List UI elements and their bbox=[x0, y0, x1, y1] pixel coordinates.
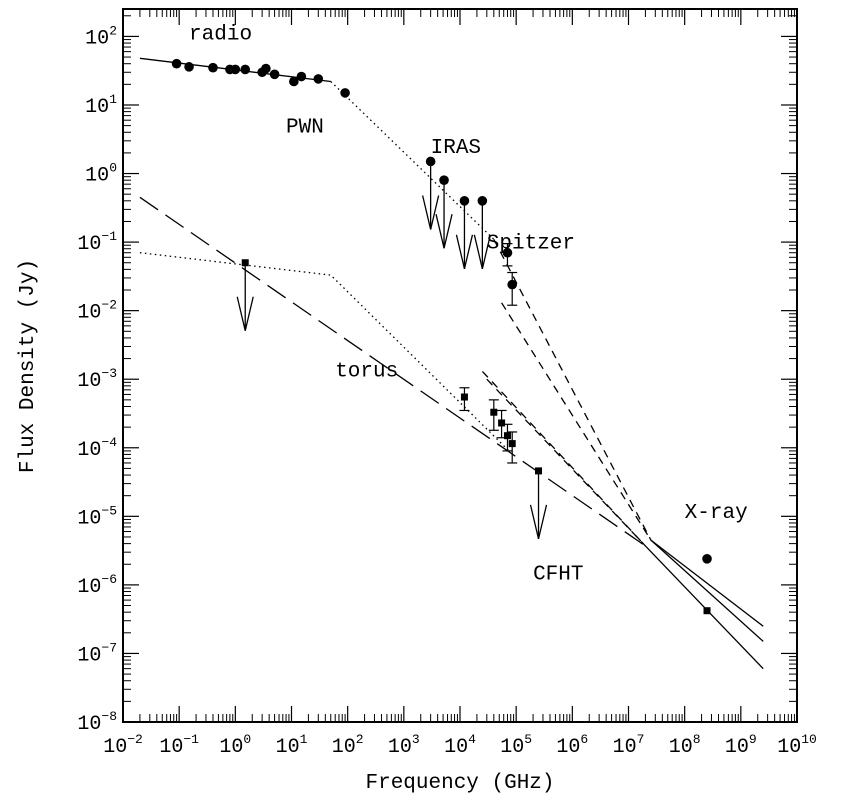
annotation-spitzer: Spitzer bbox=[487, 233, 575, 256]
y-tick-label: 101 bbox=[85, 92, 117, 119]
short-dashed-model-line bbox=[481, 370, 646, 547]
data-point-square bbox=[460, 393, 468, 401]
data-point-square bbox=[508, 440, 516, 448]
data-point-circle bbox=[230, 64, 241, 75]
x-tick-label: 103 bbox=[388, 732, 420, 759]
upper-limit-arrowhead bbox=[455, 234, 474, 269]
annotation-iras: IRAS bbox=[431, 137, 481, 160]
y-tick-label: 10−3 bbox=[77, 366, 117, 393]
y-tick-label: 10−1 bbox=[77, 229, 117, 256]
data-point-circle bbox=[439, 175, 449, 185]
dotted-model-line bbox=[330, 81, 495, 240]
x-tick-label: 101 bbox=[276, 732, 308, 759]
upper-limit-arrowhead bbox=[473, 234, 491, 269]
y-tick-label: 102 bbox=[85, 23, 117, 50]
data-point-square bbox=[241, 259, 249, 267]
short-dashed-model-line bbox=[486, 378, 646, 547]
data-point-circle bbox=[459, 196, 470, 206]
y-axis-title: Flux Density (Jy) bbox=[17, 259, 40, 473]
data-point-circle bbox=[502, 247, 513, 258]
axis-tick-labels: 10−2 10−1 100 101 102 103 104 105 106 107 108 109 10… bbox=[77, 23, 816, 759]
upper-limit-arrowhead bbox=[529, 504, 548, 540]
data-point-circle bbox=[289, 76, 299, 87]
data-point-circle bbox=[507, 279, 518, 290]
solid-model-line bbox=[650, 539, 764, 642]
upper-limit-arrowhead bbox=[421, 195, 440, 230]
annotation-x-ray: X-ray bbox=[685, 502, 748, 525]
data-point-square bbox=[498, 419, 506, 427]
x-tick-label: 105 bbox=[500, 732, 532, 759]
x-tick-label: 104 bbox=[444, 732, 476, 759]
y-tick-label: 10−7 bbox=[77, 640, 117, 667]
annotation-torus: torus bbox=[335, 360, 398, 383]
annotations: radio PWN IRAS Spitzer torus X-ray CFHT bbox=[189, 24, 748, 587]
x-tick-label: 109 bbox=[725, 732, 757, 759]
data-point-square bbox=[535, 467, 543, 475]
data-point-circle bbox=[261, 63, 271, 74]
x-tick-label: 107 bbox=[613, 732, 645, 759]
data-point-circle bbox=[340, 88, 350, 98]
y-tick-label: 10−8 bbox=[77, 709, 117, 736]
x-axis-title: Frequency (GHz) bbox=[365, 772, 554, 795]
data-point-circle bbox=[313, 74, 324, 84]
long-dashed-model-line bbox=[139, 196, 646, 547]
data-point-circle bbox=[240, 64, 251, 75]
short-dashed-model-line bbox=[501, 302, 652, 541]
solid-model-line bbox=[650, 539, 764, 627]
y-tick-label: 10−2 bbox=[77, 298, 117, 325]
upper-limit-arrowhead bbox=[236, 296, 254, 331]
x-tick-label: 102 bbox=[332, 732, 364, 759]
x-tick-label: 1010 bbox=[777, 732, 817, 759]
annotation-cfht: CFHT bbox=[533, 563, 583, 586]
y-tick-label: 100 bbox=[85, 161, 117, 188]
data-point-square bbox=[503, 432, 511, 440]
dotted-model-line bbox=[139, 252, 512, 454]
data-point-circle bbox=[184, 62, 194, 72]
data-point-circle bbox=[208, 62, 218, 73]
plot-frame bbox=[122, 8, 798, 723]
data-point-circle bbox=[477, 196, 488, 206]
data-point-circle bbox=[171, 58, 182, 69]
x-tick-label: 108 bbox=[669, 732, 701, 759]
data-point-circle bbox=[425, 156, 436, 167]
y-tick-label: 10−4 bbox=[77, 435, 117, 462]
y-tick-label: 10−6 bbox=[77, 572, 117, 599]
upper-limit-arrowhead bbox=[435, 214, 453, 249]
x-tick-label: 106 bbox=[556, 732, 588, 759]
data-point-circle bbox=[296, 71, 307, 82]
x-tick-label: 10−2 bbox=[103, 732, 143, 759]
data-point-square bbox=[703, 607, 711, 615]
x-tick-label: 100 bbox=[219, 732, 251, 759]
data-point-circle bbox=[269, 69, 280, 80]
data-point-circle bbox=[702, 554, 712, 564]
annotation-pwn: PWN bbox=[286, 116, 324, 139]
axis-ticks bbox=[122, 9, 798, 723]
y-tick-label: 10−5 bbox=[77, 503, 117, 530]
annotation-radio: radio bbox=[189, 24, 252, 47]
short-dashed-model-line bbox=[493, 238, 652, 541]
data-point-square bbox=[490, 408, 498, 416]
data-points bbox=[171, 58, 712, 615]
x-tick-label: 10−1 bbox=[159, 732, 199, 759]
